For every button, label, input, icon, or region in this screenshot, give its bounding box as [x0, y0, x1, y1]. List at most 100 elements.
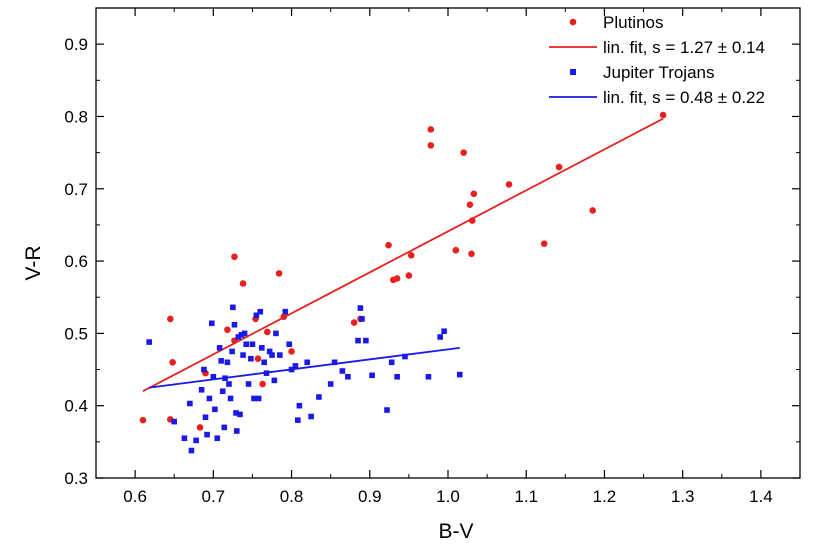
trojan-point — [308, 413, 314, 420]
trojan-point — [204, 431, 210, 438]
plutino-point — [254, 355, 262, 362]
trojan-point — [188, 447, 195, 454]
plutino-point — [460, 149, 467, 156]
trojan-point — [355, 337, 361, 344]
legend: Plutinos lin. fit, s = 1.27 ± 0.14 Jupiter… — [549, 13, 765, 107]
y-tick-label: 0.7 — [64, 180, 88, 199]
plutino-point — [405, 272, 413, 279]
trojan-point — [201, 366, 207, 373]
y-axis-label: V-R — [22, 245, 45, 280]
trojan-point — [357, 305, 364, 311]
plutino-point — [169, 359, 176, 366]
plutino-point — [407, 251, 415, 259]
trojan-point — [238, 332, 245, 338]
trojan-point — [198, 386, 205, 393]
trojan-point — [243, 341, 249, 348]
x-tick-label: 1.4 — [749, 487, 773, 506]
trojan-point — [384, 407, 390, 413]
trojan-point — [146, 339, 152, 345]
trojan-point — [245, 381, 252, 387]
y-tick-label: 0.3 — [64, 469, 88, 488]
trojan-point — [227, 395, 234, 402]
trojan-point — [359, 316, 365, 322]
plutino-point — [231, 253, 238, 261]
plutino-point — [659, 111, 667, 119]
trojan-point — [388, 359, 395, 366]
trojan-point — [286, 341, 293, 348]
x-axis-ticks: 0.6 0.7 0.8 0.9 1.0 1.1 1.2 1.3 1.4 — [95, 8, 801, 506]
trojan-point — [237, 411, 243, 418]
trojan-point — [226, 381, 232, 387]
y-tick-label: 0.4 — [64, 397, 88, 416]
plutino-point — [540, 240, 548, 248]
plutino-point — [275, 270, 283, 277]
trojan-point — [241, 330, 248, 337]
trojan-point — [216, 345, 223, 351]
trojan-point — [206, 395, 213, 402]
trojan-point — [331, 359, 338, 366]
trojan-point — [233, 410, 239, 416]
trojan-point — [292, 363, 299, 369]
trojan-point — [369, 372, 375, 379]
plutino-point — [239, 280, 247, 287]
plutino-point — [139, 416, 147, 424]
trojan-point — [363, 337, 369, 344]
trojan-point — [249, 341, 256, 348]
legend-square-swatch — [570, 69, 576, 75]
trojan-point — [187, 400, 193, 407]
trojan-point — [181, 435, 188, 442]
trojan-point — [255, 395, 262, 402]
y-tick-label: 0.6 — [64, 252, 88, 271]
legend-label: Plutinos — [603, 13, 663, 32]
trojan-point — [437, 334, 443, 340]
trojan-point — [269, 352, 275, 358]
trojan-point — [273, 330, 279, 337]
x-tick-label: 1.2 — [593, 487, 617, 506]
trojan-point — [229, 348, 235, 355]
x-tick-label: 1.1 — [514, 487, 538, 506]
plutino-point — [288, 348, 295, 355]
legend-label: lin. fit, s = 0.48 ± 0.22 — [603, 88, 765, 107]
trojan-point — [277, 352, 283, 358]
x-tick-label: 0.8 — [280, 487, 304, 506]
plutino-point — [452, 246, 460, 254]
trojan-point — [248, 355, 254, 362]
trojan-point — [425, 373, 432, 380]
legend-label: Jupiter Trojans — [603, 63, 715, 82]
plutino-point — [385, 241, 392, 249]
x-tick-label: 0.7 — [202, 487, 226, 506]
trojan-point — [402, 353, 408, 360]
trojan-point — [202, 414, 209, 421]
fit-line — [142, 117, 664, 393]
y-tick-label: 0.8 — [64, 107, 88, 126]
plutino-point — [468, 250, 475, 258]
trojan-point — [210, 373, 217, 380]
trojan-point — [295, 417, 301, 423]
trojan-point — [218, 358, 224, 364]
plutino-point — [505, 181, 513, 188]
legend-label: lin. fit, s = 1.27 ± 0.14 — [603, 38, 765, 57]
plutino-point — [393, 275, 401, 282]
x-tick-label: 1.3 — [671, 487, 695, 506]
plutino-point — [466, 201, 474, 208]
plutino-point — [427, 142, 435, 149]
trojan-point — [224, 359, 231, 366]
trojan-point — [304, 359, 310, 366]
trojan-point — [296, 402, 303, 409]
trojan-point — [394, 373, 400, 380]
y-tick-label: 0.5 — [64, 324, 88, 343]
plutino-point — [259, 380, 266, 388]
series-layer — [139, 111, 667, 454]
y-tick-label: 0.9 — [64, 35, 88, 54]
trojan-point — [257, 308, 264, 315]
plutino-point — [264, 328, 271, 336]
plutino-point — [470, 190, 478, 198]
trojan-point — [235, 334, 242, 340]
plutino-point — [350, 319, 358, 326]
trojan-point — [266, 348, 273, 355]
trojan-point — [261, 359, 267, 366]
x-axis-label: B-V — [438, 520, 473, 543]
trojan-point — [259, 345, 265, 351]
trojan-point — [271, 377, 278, 384]
